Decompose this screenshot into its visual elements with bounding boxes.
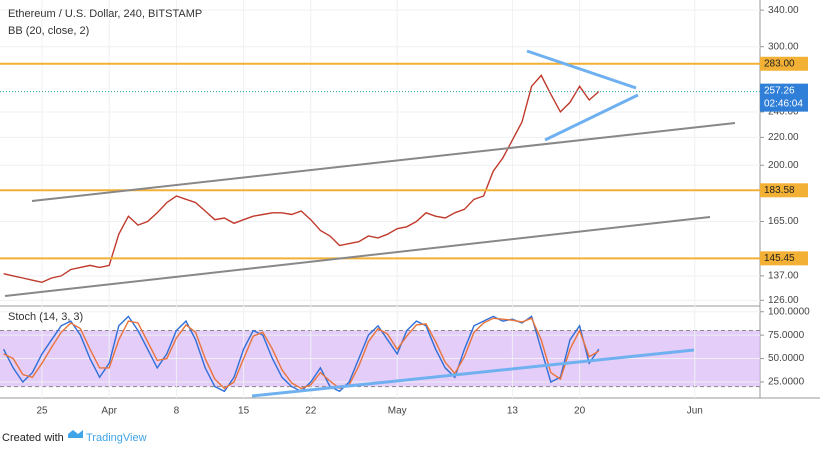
- level-box: [760, 183, 808, 198]
- x-tick-label: Apr: [101, 406, 117, 417]
- y-tick-label: 340.00: [768, 5, 799, 16]
- x-tick-label: 25: [36, 406, 48, 417]
- y-tick-label: 25.0000: [768, 377, 805, 388]
- x-tick-label: Jun: [687, 406, 703, 417]
- y-tick-label: 240.00: [768, 107, 799, 118]
- footer-text: Created with: [2, 432, 64, 444]
- triangle-line: [544, 93, 639, 142]
- last-price-label: 257.26: [764, 85, 795, 96]
- x-tick-label: 20: [574, 406, 586, 417]
- indicator-label: Stoch (14, 3, 3): [8, 311, 83, 323]
- series-line: [3, 317, 600, 390]
- y-tick-label: 220.00: [768, 132, 799, 143]
- grid: [0, 0, 760, 398]
- y-tick-label: 50.0000: [768, 353, 805, 364]
- triangle-line: [526, 49, 637, 90]
- stoch-trendline: [251, 348, 695, 398]
- x-tick-label: 8: [174, 406, 180, 417]
- last-price-box: [760, 83, 808, 112]
- channel-line: [31, 122, 736, 202]
- y-tick-label: 75.0000: [768, 330, 805, 341]
- x-tick-label: 13: [507, 406, 519, 417]
- x-tick-label: 22: [305, 406, 317, 417]
- y-tick-label: 100.0000: [768, 306, 810, 317]
- y-tick-label: 126.00: [768, 295, 799, 306]
- chart-title: Ethereum / U.S. Dollar, 240, BITSTAMP: [8, 8, 202, 20]
- level-label: 145.45: [764, 253, 795, 264]
- y-tick-label: 300.00: [768, 41, 799, 52]
- x-tick-label: 15: [238, 406, 250, 417]
- logo: [68, 430, 83, 438]
- y-tick-label: 200.00: [768, 160, 799, 171]
- channel-line: [4, 216, 711, 297]
- series-line: [3, 74, 600, 284]
- x-tick-label: May: [388, 406, 407, 417]
- level-box: [760, 56, 808, 71]
- countdown-label: 02:46:04: [764, 98, 803, 109]
- level-label: 283.00: [764, 58, 795, 69]
- y-tick-label: 137.00: [768, 270, 799, 281]
- level-label: 183.58: [764, 185, 795, 196]
- level-box: [760, 251, 808, 266]
- y-tick-label: 165.00: [768, 216, 799, 227]
- indicator-label: BB (20, close, 2): [8, 25, 89, 37]
- footer-brand[interactable]: TradingView: [86, 432, 147, 444]
